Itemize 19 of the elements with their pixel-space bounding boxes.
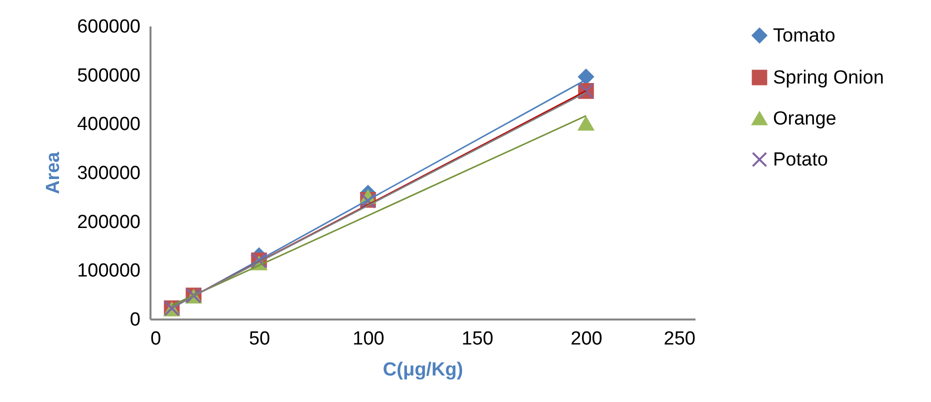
- legend-label: Spring Onion: [773, 68, 884, 88]
- x-tick-label: 50: [248, 328, 270, 350]
- y-tick-label: 400000: [77, 114, 140, 136]
- y-tick-label: 0: [130, 310, 140, 330]
- x-axis-title: C(μg/Kg): [382, 360, 464, 380]
- y-tick-label: 300000: [77, 163, 140, 184]
- legend-label: Potato: [773, 150, 828, 170]
- x-tick-label: 250: [664, 328, 696, 350]
- x-tick-label: 200: [570, 328, 602, 350]
- y-tick-label: 200000: [77, 212, 140, 233]
- x-tick-label: 100: [352, 328, 384, 350]
- y-tick-label: 600000: [77, 16, 140, 38]
- x-tick-label: 0: [150, 328, 162, 350]
- legend-label: Tomato: [773, 26, 836, 46]
- x-tick-label: 150: [462, 328, 494, 350]
- y-tick-label: 100000: [77, 260, 140, 282]
- legend-label: Orange: [773, 108, 836, 130]
- y-axis-title: Area: [43, 151, 64, 194]
- y-tick-label: 500000: [77, 65, 140, 86]
